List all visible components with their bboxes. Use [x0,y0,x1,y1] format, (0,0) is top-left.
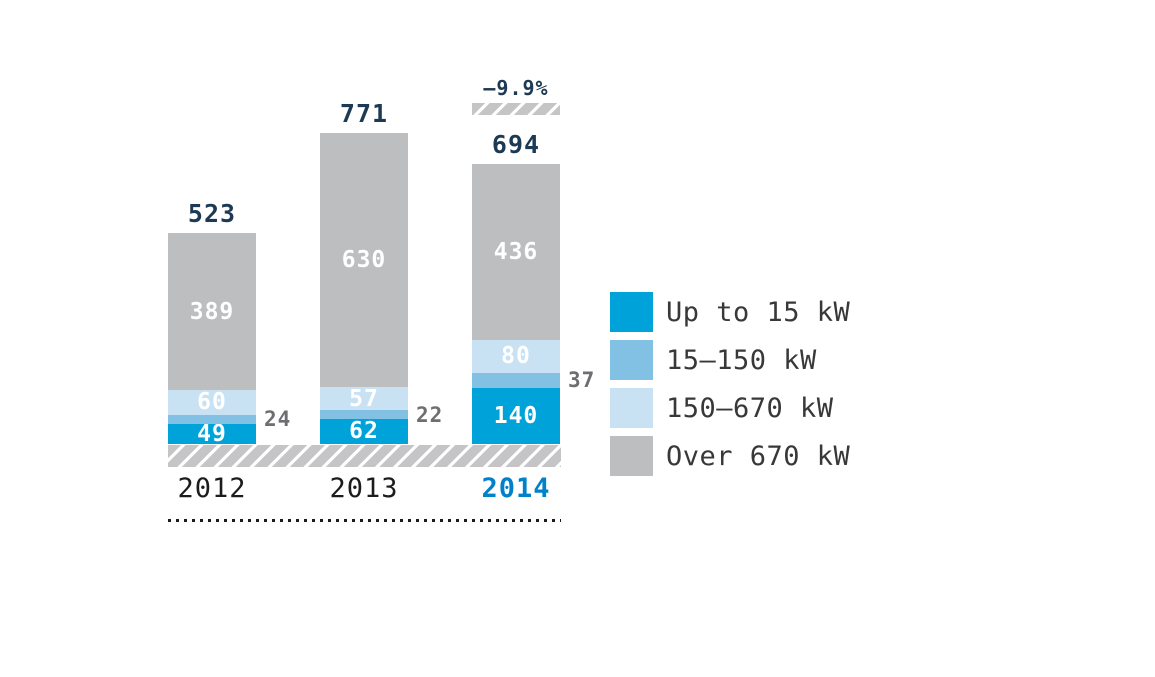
segment-value-label: 62 [349,418,379,445]
segment-value-label: 49 [197,421,227,448]
dotted-separator [168,519,561,522]
segment-value-label: 140 [493,402,539,429]
legend-item-15-150-kw: 15–150 kW [610,340,850,380]
legend-label: 15–150 kW [666,344,817,376]
segment-2012-150-670-kw: 60 [168,389,256,416]
segment-2014-150-670-kw: 80 [472,340,560,373]
legend-swatch [610,340,653,380]
annotation-label: –9.9% [483,76,549,100]
segment-value-label: 389 [189,298,235,325]
segment-2014-up-to-15-kw: 140 [472,387,560,444]
legend-swatch [610,292,653,332]
segment-2012-15-150-kw [168,414,256,425]
segment-2014-over-670-kw: 436 [472,164,560,341]
x-axis-label-2014: 2014 [481,473,551,504]
segment-2013-up-to-15-kw: 62 [320,418,408,445]
segment-value-label: 80 [501,343,531,370]
segment-value-label: 57 [349,385,379,412]
legend-item-up-to-15-kw: Up to 15 kW [610,292,850,332]
segment-2013-over-670-kw: 630 [320,132,408,388]
baseline-hatch-bar [168,445,561,467]
legend-label: Up to 15 kW [666,296,851,328]
segment-2013-150-670-kw: 57 [320,385,408,412]
annotation-hatch-bar [472,103,560,115]
segment-2012-over-670-kw: 389 [168,233,256,391]
segment-2012-up-to-15-kw: 49 [168,421,256,448]
segment-2014-15-150-kw [472,372,560,388]
x-axis-label-2012: 2012 [177,473,247,504]
outside-value-label-2014: 37 [568,368,596,393]
legend: Up to 15 kW 15–150 kW 150–670 kW Over 670 k… [610,292,850,484]
outside-value-label-2012: 24 [264,407,292,432]
total-label-2012: 523 [187,199,237,229]
total-label-2013: 771 [339,98,389,128]
segment-value-label: 436 [493,239,539,266]
segment-value-label: 630 [341,247,387,274]
legend-swatch [610,388,653,428]
segment-2013-15-150-kw [320,410,408,419]
segment-value-label: 60 [197,389,227,416]
legend-swatch [610,436,653,476]
legend-item-150-670-kw: 150–670 kW [610,388,850,428]
outside-value-label-2013: 22 [416,402,444,427]
x-axis-label-2013: 2013 [329,473,399,504]
change-annotation: –9.9% [472,75,560,115]
legend-label: 150–670 kW [666,392,834,424]
total-label-2014: 694 [491,130,541,160]
legend-label: Over 670 kW [666,440,851,472]
legend-item-over-670-kw: Over 670 kW [610,436,850,476]
